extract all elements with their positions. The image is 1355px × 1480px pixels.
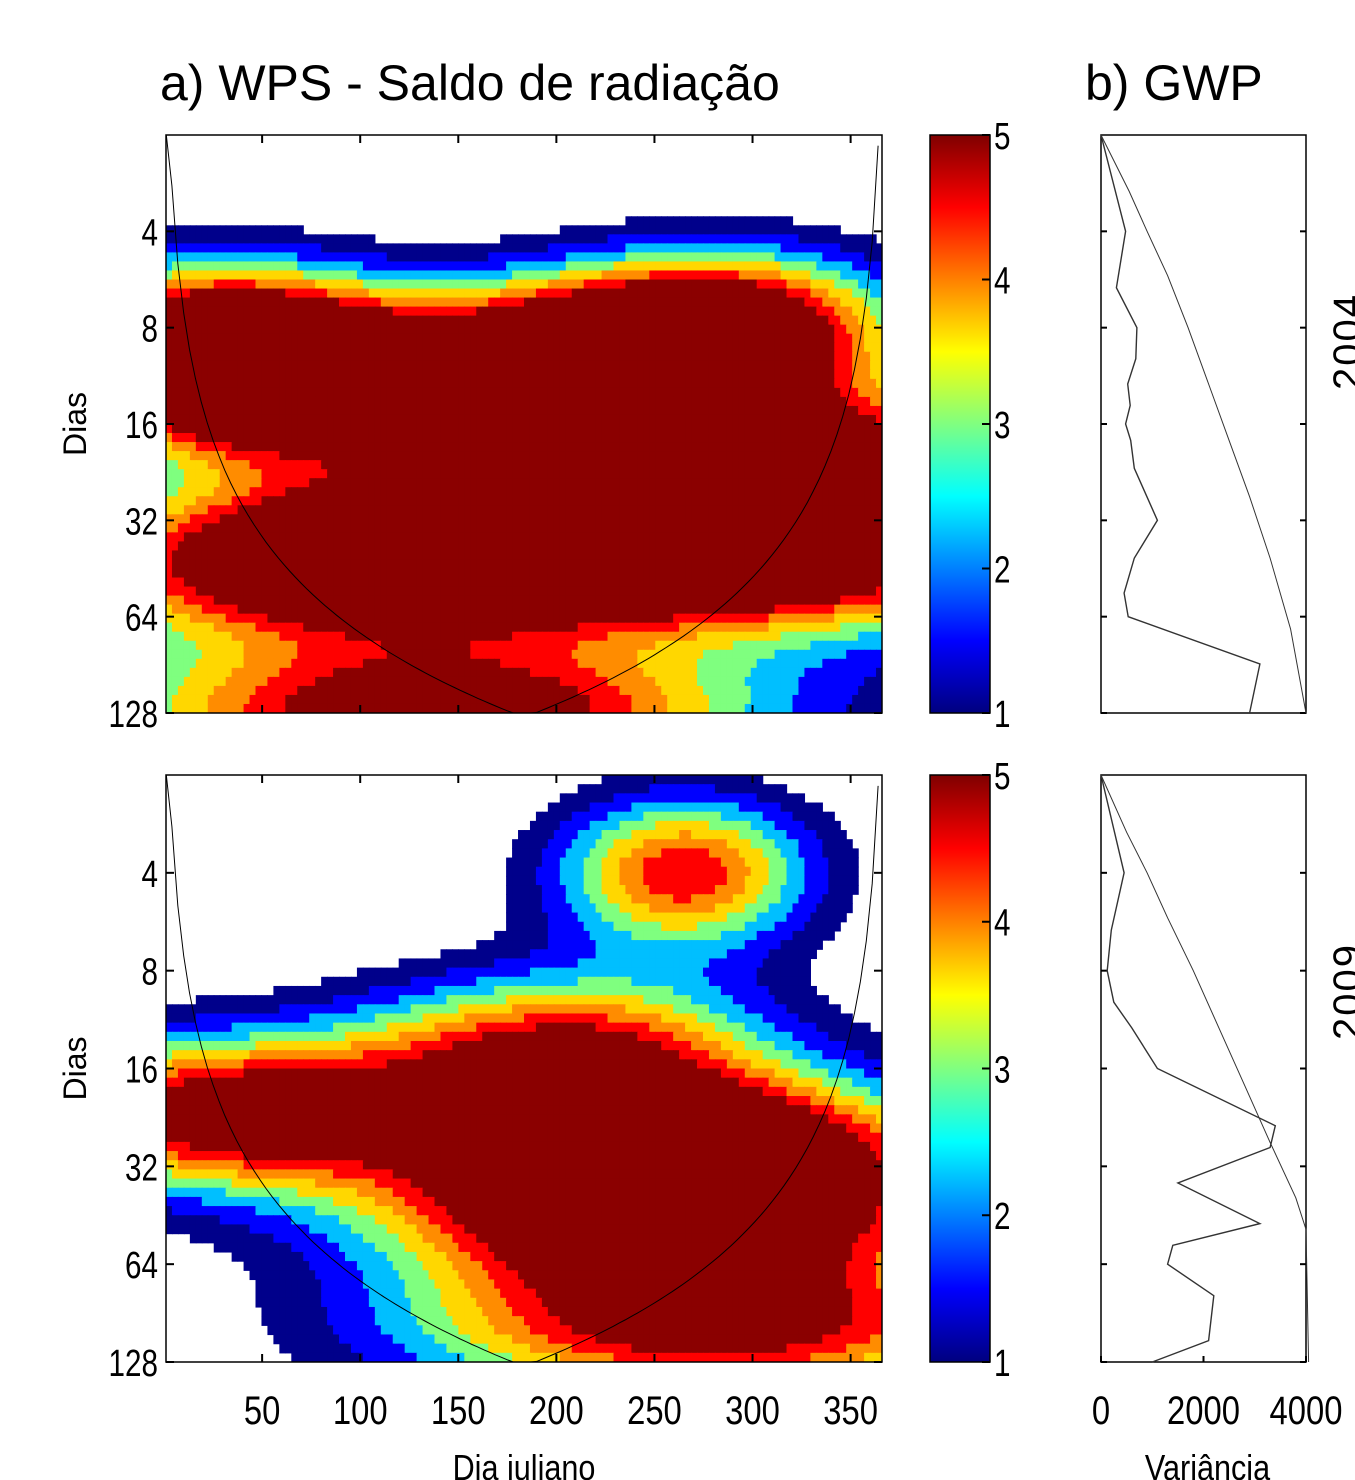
gwp-x-tick-label: 4000 (1270, 1388, 1343, 1433)
gwp-title: b) GWP (1085, 55, 1263, 111)
x-tick-label: 150 (431, 1388, 486, 1433)
x-tick-label: 300 (725, 1388, 780, 1433)
colorbar-tick-label: 3 (994, 405, 1010, 447)
gwp-frame (1100, 134, 1307, 714)
gwp-frame (1100, 774, 1307, 1363)
wps-power-field (166, 775, 882, 1362)
colorbar (929, 774, 991, 1363)
cone-of-influence (166, 775, 879, 1362)
gwp-x-tick-label: 0 (1092, 1388, 1110, 1433)
colorbar-tick-label: 5 (994, 116, 1010, 158)
y-tick-label: 64 (125, 597, 158, 639)
gwp-global-wavelet-spectrum (1100, 134, 1261, 714)
colorbar (929, 134, 991, 714)
x-tick-label: 350 (823, 1388, 878, 1433)
y-tick-label: 32 (125, 1147, 158, 1189)
y-tick-label: 16 (125, 405, 158, 447)
gwp-significance-line (1100, 134, 1307, 714)
wps-title: a) WPS - Saldo de radiação (160, 55, 780, 111)
y-axis-label: Dias (57, 392, 93, 456)
colorbar-tick-label: 4 (994, 260, 1010, 302)
colorbar-tick-label: 5 (994, 756, 1010, 798)
y-tick-label: 4 (142, 212, 158, 254)
x-tick-label: 100 (333, 1388, 388, 1433)
y-tick-label: 4 (142, 853, 158, 895)
y-tick-label: 16 (125, 1049, 158, 1091)
gwp-global-wavelet-spectrum (1100, 774, 1277, 1363)
colorbar-tick-label: 2 (994, 1196, 1010, 1238)
colorbar-tick-label: 3 (994, 1049, 1010, 1091)
wps-power-field (166, 216, 882, 713)
y-tick-label: 64 (125, 1245, 158, 1287)
x-tick-label: 200 (529, 1388, 584, 1433)
colorbar-tick-label: 1 (994, 1343, 1010, 1385)
gwp-x-axis-label: Variância (1145, 1449, 1271, 1480)
colorbar-tick-label: 2 (994, 549, 1010, 591)
y-tick-label: 8 (142, 308, 158, 350)
gwp-significance-line (1100, 774, 1310, 1363)
x-tick-label: 250 (627, 1388, 682, 1433)
y-axis-label: Dias (57, 1036, 93, 1100)
colorbar-tick-label: 1 (994, 694, 1010, 736)
x-tick-label: 50 (244, 1388, 280, 1433)
y-tick-label: 128 (109, 694, 158, 736)
colorbar-tick-label: 4 (994, 902, 1010, 944)
gwp-x-tick-label: 2000 (1167, 1388, 1240, 1433)
y-tick-label: 8 (142, 951, 158, 993)
y-tick-label: 128 (109, 1343, 158, 1385)
x-axis-label: Dia juliano (453, 1449, 596, 1480)
y-tick-label: 32 (125, 501, 158, 543)
cone-of-influence (166, 135, 879, 713)
